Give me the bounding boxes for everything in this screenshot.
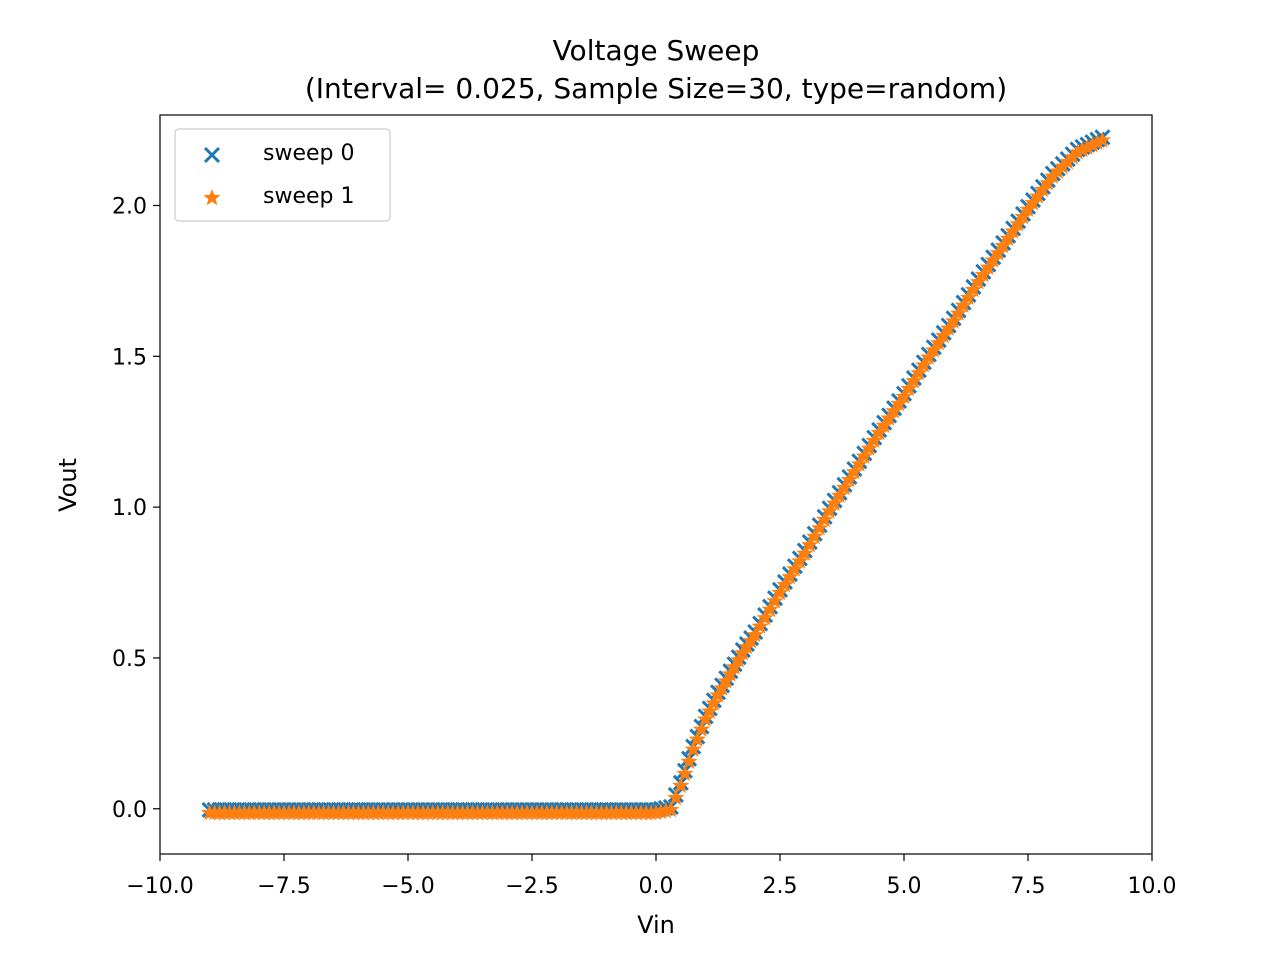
x-axis-label: Vin <box>637 911 675 939</box>
data-point-sweep-1 <box>751 617 769 634</box>
legend-label-sweep-0: sweep 0 <box>263 141 354 166</box>
data-point-sweep-1 <box>1034 180 1052 198</box>
data-point-sweep-1 <box>806 527 824 544</box>
data-point-sweep-1 <box>657 801 675 819</box>
data-point-sweep-1 <box>662 800 680 818</box>
data-point-sweep-1 <box>1019 200 1037 217</box>
data-point-sweep-1 <box>1093 131 1111 148</box>
legend-marker-sweep-0-glyph <box>203 146 221 164</box>
legend-marker-sweep-0 <box>203 146 221 164</box>
data-point-sweep-1 <box>1059 153 1077 170</box>
data-point-sweep-1 <box>1088 133 1106 151</box>
series-sweep-0 <box>201 129 1111 819</box>
x-tick-label: −2.5 <box>505 874 558 899</box>
data-point-sweep-1 <box>672 776 690 794</box>
data-point-sweep-1 <box>1083 136 1102 153</box>
data-point-sweep-1 <box>816 510 834 528</box>
data-point-sweep-1 <box>801 536 819 553</box>
y-tick-label: 0.0 <box>112 798 147 823</box>
data-point-sweep-1 <box>756 609 774 626</box>
plot-frame <box>159 114 1153 855</box>
data-point-sweep-1 <box>1054 157 1072 175</box>
data-point-sweep-1 <box>746 626 764 643</box>
plot-area <box>159 114 1153 855</box>
x-tick-label: 2.5 <box>763 874 798 899</box>
data-point-sweep-1 <box>811 519 829 536</box>
data-point-sweep-1 <box>697 710 715 727</box>
legend-box <box>174 128 391 222</box>
chart-subtitle: (Interval= 0.025, Sample Size=30, type=r… <box>305 72 1007 105</box>
data-point-sweep-1 <box>692 720 711 737</box>
data-point-sweep-1 <box>761 600 779 617</box>
y-tick-label: 0.5 <box>112 647 147 672</box>
data-point-sweep-1 <box>1078 138 1097 155</box>
y-tick-label: 1.5 <box>112 345 147 370</box>
x-tick-label: −10.0 <box>126 874 193 899</box>
x-tick-label: −7.5 <box>257 874 310 899</box>
data-point-sweep-1 <box>1024 194 1042 211</box>
data-point-sweep-1 <box>667 788 685 806</box>
x-tick-label: −5.0 <box>381 874 434 899</box>
data-point-sweep-1 <box>1049 162 1067 179</box>
chart-title: Voltage Sweep <box>553 34 760 67</box>
legend: sweep 0 sweep 1 <box>174 128 391 222</box>
x-axis: −10.0 −7.5 −5.0 −2.5 0.0 2.5 5.0 7.5 10.0 <box>126 854 1176 899</box>
x-tick-label: 0.0 <box>639 874 674 899</box>
x-tick-label: 5.0 <box>887 874 922 899</box>
data-point-sweep-1 <box>676 764 694 782</box>
data-point-sweep-1 <box>1074 140 1092 158</box>
data-point-sweep-1 <box>652 802 670 820</box>
data-point-sweep-1 <box>1069 143 1087 160</box>
data-point-sweep-1 <box>705 694 723 711</box>
data-point-sweep-1 <box>680 752 698 769</box>
data-point-sweep-1 <box>1029 187 1047 204</box>
data-point-sweep-1 <box>647 803 665 821</box>
data-point-sweep-1 <box>1044 167 1062 184</box>
data-point-sweep-1 <box>684 740 702 757</box>
y-axis: 0.0 0.5 1.0 1.5 2.0 <box>112 194 160 823</box>
data-point-sweep-1 <box>688 730 706 747</box>
x-tick-label: 7.5 <box>1011 874 1046 899</box>
legend-marker-sweep-1 <box>203 189 221 206</box>
data-point-sweep-1 <box>701 702 719 719</box>
data-point-sweep-1 <box>1039 174 1057 191</box>
y-axis-label: Vout <box>54 458 82 512</box>
legend-marker-sweep-1-glyph <box>203 189 221 206</box>
data-point-sweep-1 <box>1064 148 1082 165</box>
x-tick-label: 10.0 <box>1128 874 1177 899</box>
data-point-sweep-1 <box>796 544 814 561</box>
data-point-sweep-1 <box>766 592 784 609</box>
y-tick-label: 2.0 <box>112 194 147 219</box>
legend-label-sweep-1: sweep 1 <box>263 184 354 209</box>
y-tick-label: 1.0 <box>112 496 147 521</box>
series-sweep-1 <box>201 131 1111 821</box>
